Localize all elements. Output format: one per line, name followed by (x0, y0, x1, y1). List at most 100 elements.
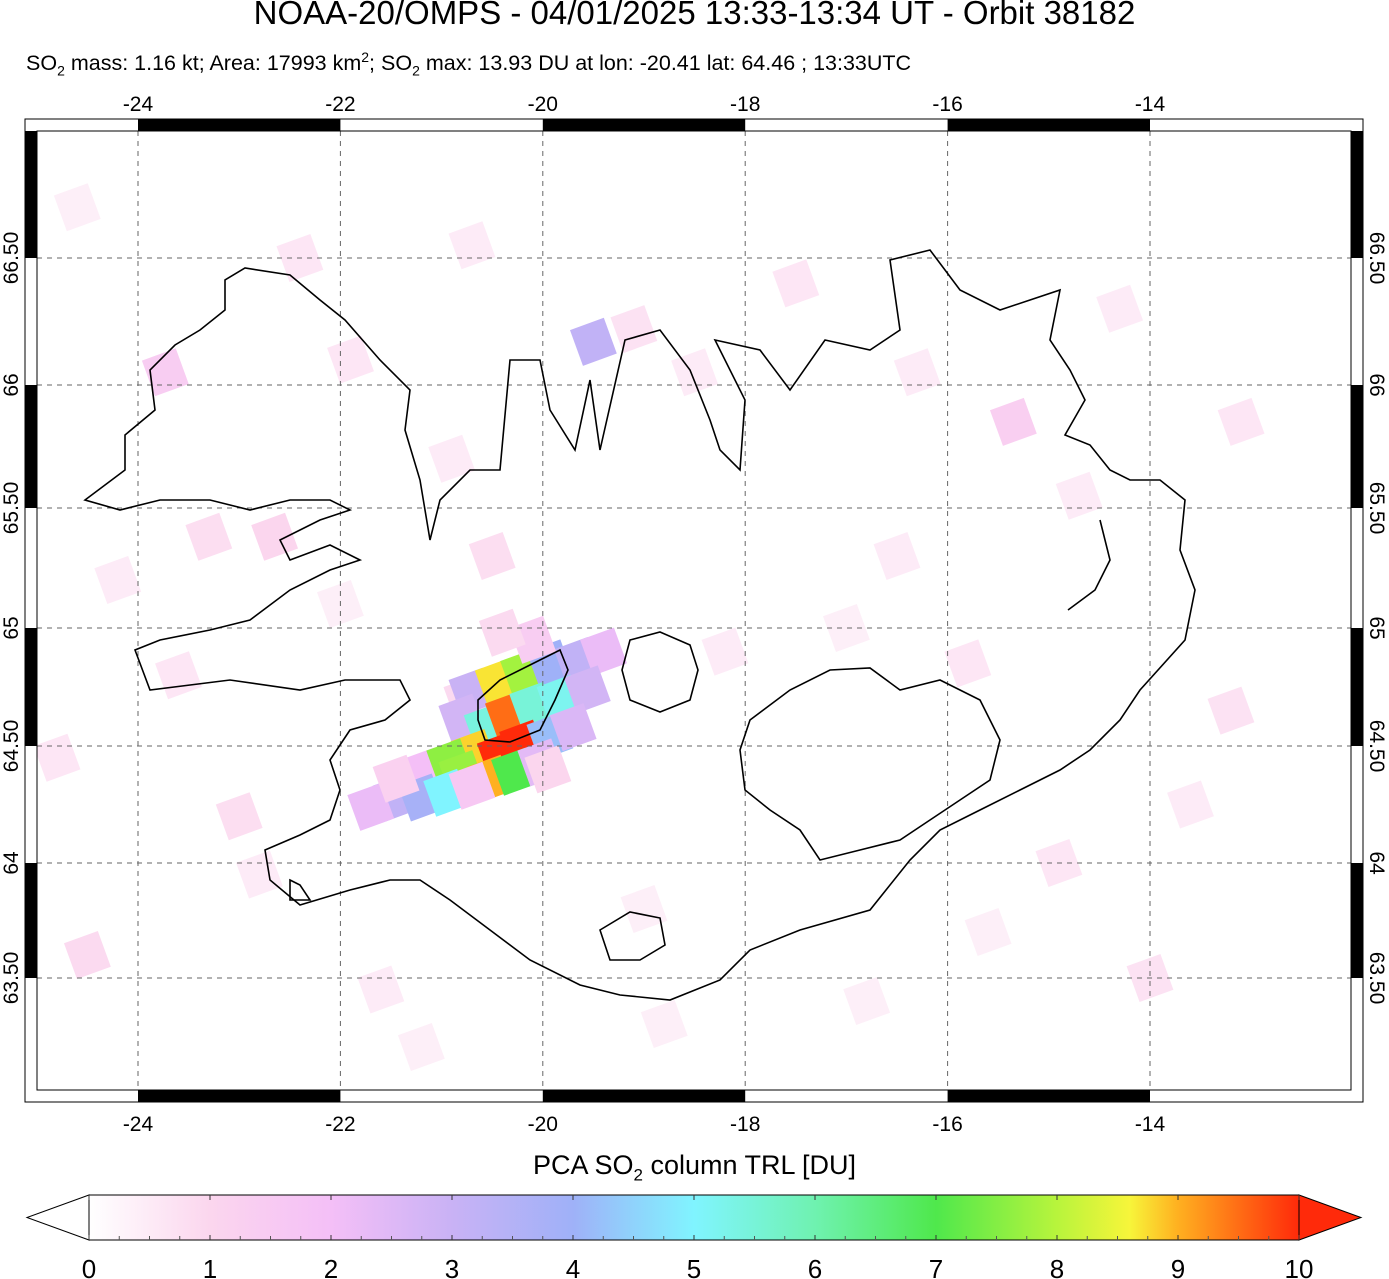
frame-bar-right (1351, 385, 1363, 508)
so2-background-pixel (822, 603, 870, 653)
frame-bar-bottom (138, 1090, 341, 1102)
colorbar-tick-label: 5 (687, 1254, 701, 1279)
so2-background-pixel (964, 907, 1012, 957)
frame-bar-right (1351, 863, 1363, 978)
subtitle-part: SO (26, 51, 58, 76)
latitude-label: 65 (0, 616, 23, 639)
subtitle-part: 2 (57, 62, 65, 79)
longitude-label: -14 (1135, 1113, 1166, 1136)
longitude-label: -24 (123, 93, 154, 116)
latitude-label: 66 (1365, 373, 1388, 396)
longitude-label: -20 (528, 93, 558, 116)
latitude-label: 65 (1365, 616, 1388, 639)
subtitle-part: 2 (361, 49, 370, 65)
frame-bar-top (947, 119, 1150, 131)
longitude-label: -16 (932, 1113, 962, 1136)
frame-bar-right (1351, 628, 1363, 746)
axis-labels: -24 -24 -22 -22 -20 -20 -18 -18 -16 -16 -14 -14 66.5… (0, 93, 1388, 1136)
so2-background-pixel (236, 850, 283, 899)
colorbar-tick-label: 10 (1285, 1254, 1314, 1279)
latitude-label: 63.50 (1365, 952, 1388, 1005)
longitude-label: -18 (730, 1113, 760, 1136)
colorbar-tick-label: 2 (324, 1254, 338, 1279)
longitude-label: -20 (528, 1113, 558, 1136)
map-subtitle: SO2 mass: 1.16 kt; Area: 17993 km2; SO2 … (26, 49, 911, 78)
so2-plume-pixel (580, 627, 627, 676)
so2-background-pixel (944, 639, 992, 688)
so2-background-pixel (1217, 397, 1265, 446)
latitude-label: 66.50 (0, 232, 23, 285)
so2-background-pixel (448, 221, 496, 270)
so2-background-pixel (772, 259, 820, 308)
so2-plume-pixel (549, 703, 597, 752)
colorbar-title-part: 2 (633, 1165, 643, 1185)
colorbar-tick-label: 8 (1050, 1254, 1064, 1279)
colorbar-tick-label: 6 (808, 1254, 822, 1279)
frame-bar-left (25, 131, 37, 258)
frame-bar-left (25, 385, 37, 508)
subtitle-part: mass: 1.16 kt; Area: 17993 km (64, 51, 362, 76)
colorbar-tick-label: 4 (566, 1254, 580, 1279)
frame-bar-bottom (947, 1090, 1150, 1102)
frame-bar-bottom (542, 1090, 746, 1102)
map-border (25, 119, 1363, 1102)
map-outer-frame (24, 118, 1364, 1103)
frame-bar-top (542, 119, 746, 131)
colorbar-tick-label: 7 (929, 1254, 943, 1279)
so2-background-pixel (701, 627, 749, 676)
myrdalsjokull-outline (599, 911, 666, 961)
colorbar-title-part: column TRL [DU] (642, 1150, 857, 1180)
so2-background-pixel (63, 930, 111, 980)
so2-background-pixel (468, 531, 516, 581)
so2-background-pixel (610, 305, 658, 354)
colorbar-min-extension (25, 1194, 90, 1241)
so2-background-pixel (357, 965, 405, 1014)
vatnajokull-outline (739, 667, 1001, 861)
so2-background-pixel (569, 317, 617, 366)
so2-background-pixel (397, 1022, 445, 1072)
subtitle-part: max: 13.93 DU at lon: -20.41 lat: 64.46 … (419, 51, 912, 76)
graticule (37, 131, 1351, 1090)
so2-background-pixel (989, 397, 1037, 446)
colorbar-title-part: PCA SO (532, 1150, 634, 1180)
so2-background-pixel (53, 183, 101, 232)
so2-background-pixel (141, 348, 189, 397)
colorbar-tick-label: 9 (1171, 1254, 1185, 1279)
frame-bar-left (25, 863, 37, 978)
coastline (83, 249, 1196, 1001)
so2-background-pixel (327, 335, 374, 384)
so2-plume-pixel (347, 782, 395, 831)
snaefellsjokull-outline (289, 878, 312, 901)
subtitle-part: ; (369, 51, 376, 76)
so2-background-pixel (640, 999, 688, 1049)
so2-background-pixel (251, 512, 299, 561)
frame-bar-right (1351, 131, 1363, 258)
colorbar-title: PCA SO2 column TRL [DU] (0, 1150, 1389, 1185)
longitude-label: -16 (932, 93, 962, 116)
so2-background-pixel (873, 531, 921, 581)
so2-background-pixel (428, 434, 476, 483)
colorbar-tick-label: 0 (82, 1254, 96, 1279)
latitude-label: 65.50 (1365, 482, 1388, 535)
colorbar-max-extension (1298, 1194, 1363, 1241)
latitude-label: 64.50 (0, 720, 23, 773)
langjokull-outline (621, 631, 699, 713)
iceland-coastline (83, 249, 1196, 1001)
hofsjokull-outline (477, 648, 569, 743)
so2-plume-pixel (563, 665, 611, 714)
latitude-label: 66.50 (1365, 232, 1388, 285)
so2-background-pixel (1096, 284, 1144, 333)
so2-background-pixel (94, 555, 142, 605)
longitude-label: -18 (730, 93, 760, 116)
subtitle-part: 2 (412, 62, 420, 79)
lagarfljot-outline (1067, 519, 1111, 611)
so2-background-pixel (893, 348, 941, 397)
so2-background-pixel (185, 512, 233, 561)
colorbar-tick-label: 3 (445, 1254, 459, 1279)
so2-plume-pixel (524, 745, 572, 794)
colorbar-tick-label: 1 (203, 1254, 217, 1279)
so2-plume-pixel (372, 754, 420, 803)
latitude-label: 65.50 (0, 482, 23, 535)
latitude-label: 64.50 (1365, 720, 1388, 773)
subtitle-part: SO (375, 51, 413, 76)
